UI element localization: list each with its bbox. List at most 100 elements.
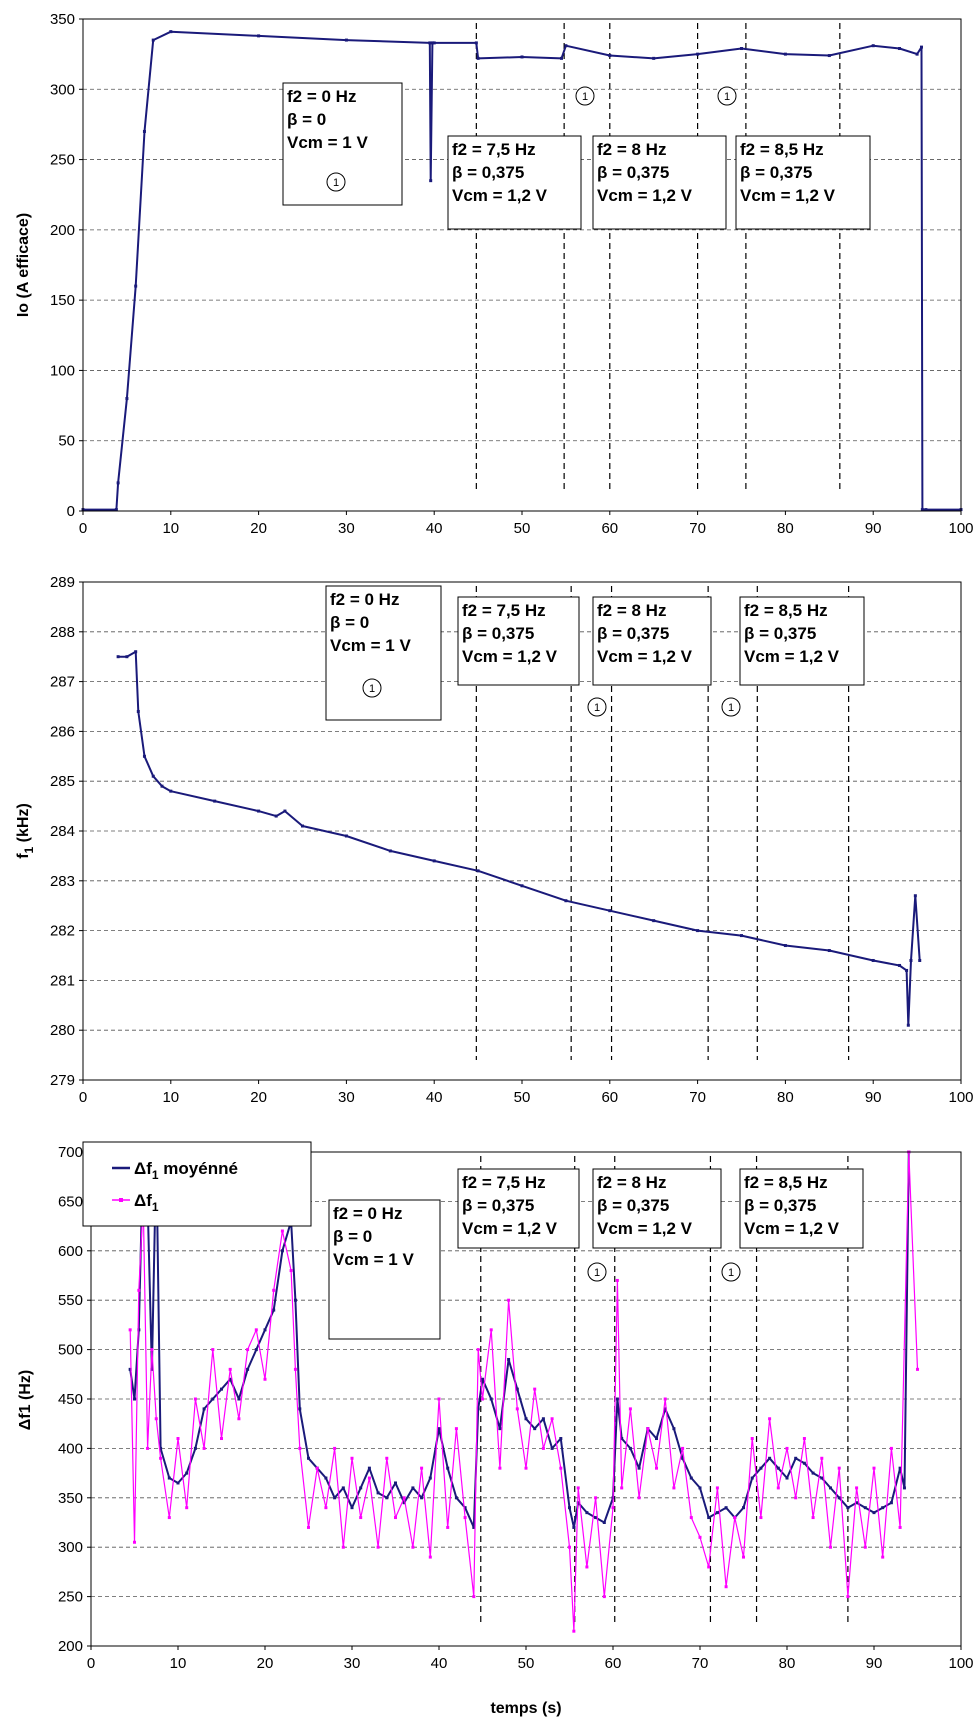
data-point bbox=[169, 30, 172, 33]
data-point bbox=[168, 1516, 171, 1519]
data-point bbox=[542, 1417, 545, 1420]
data-point bbox=[133, 1398, 136, 1401]
data-point bbox=[784, 53, 787, 56]
data-point bbox=[777, 1486, 780, 1489]
data-point bbox=[498, 1467, 501, 1470]
condition-line: β = 0 bbox=[330, 613, 369, 632]
data-point bbox=[820, 1457, 823, 1460]
data-point bbox=[725, 1585, 728, 1588]
data-point bbox=[220, 1388, 223, 1391]
data-point bbox=[564, 44, 567, 47]
condition-line: Vcm = 1 V bbox=[330, 636, 411, 655]
data-point bbox=[638, 1496, 641, 1499]
data-point bbox=[477, 57, 480, 60]
y-tick-label: 284 bbox=[50, 823, 75, 840]
data-point bbox=[716, 1511, 719, 1514]
data-point bbox=[681, 1447, 684, 1450]
condition-line: f2 = 8 Hz bbox=[597, 140, 666, 159]
data-point bbox=[612, 1506, 615, 1509]
data-point bbox=[890, 1447, 893, 1450]
data-point bbox=[125, 397, 128, 400]
marker-label: 1 bbox=[333, 177, 339, 189]
data-point bbox=[246, 1368, 249, 1371]
data-point bbox=[359, 1486, 362, 1489]
data-point bbox=[117, 655, 120, 658]
data-point bbox=[307, 1457, 310, 1460]
condition-line: f2 = 0 Hz bbox=[333, 1204, 402, 1223]
condition-line: f2 = 7,5 Hz bbox=[462, 601, 546, 620]
data-point bbox=[616, 1398, 619, 1401]
data-point bbox=[333, 1496, 336, 1499]
data-point bbox=[525, 1467, 528, 1470]
data-point bbox=[564, 899, 567, 902]
data-point bbox=[664, 1398, 667, 1401]
data-point bbox=[603, 1595, 606, 1598]
condition-box: f2 = 0 Hzβ = 0Vcm = 1 V1 bbox=[326, 586, 441, 720]
data-point bbox=[846, 1595, 849, 1598]
data-point bbox=[429, 179, 432, 182]
data-point bbox=[608, 54, 611, 57]
x-tick-label: 30 bbox=[344, 1655, 361, 1672]
data-point bbox=[521, 55, 524, 58]
data-point bbox=[368, 1477, 371, 1480]
data-point bbox=[464, 1516, 467, 1519]
condition-box: f2 = 8,5 Hz β = 0,375 Vcm = 1,2 V bbox=[740, 597, 864, 685]
data-point bbox=[403, 1496, 406, 1499]
data-point bbox=[351, 1506, 354, 1509]
x-tick-label: 50 bbox=[518, 1655, 535, 1672]
data-point bbox=[152, 775, 155, 778]
data-point bbox=[784, 944, 787, 947]
data-point bbox=[257, 810, 260, 813]
data-point bbox=[516, 1407, 519, 1410]
x-tick-label: 20 bbox=[250, 520, 267, 537]
data-point bbox=[759, 1516, 762, 1519]
data-point bbox=[733, 1516, 736, 1519]
xlabel-df1: temps (s) bbox=[490, 1700, 561, 1717]
data-point bbox=[389, 849, 392, 852]
data-point bbox=[690, 1477, 693, 1480]
data-point bbox=[472, 1595, 475, 1598]
data-point bbox=[150, 1348, 153, 1351]
x-tick-label: 70 bbox=[689, 520, 706, 537]
data-point bbox=[194, 1398, 197, 1401]
y-tick-label: 200 bbox=[50, 222, 75, 239]
marker-label: 1 bbox=[728, 702, 734, 714]
data-point bbox=[152, 39, 155, 42]
data-point bbox=[345, 834, 348, 837]
condition-box: f2 = 0 Hzβ = 0Vcm = 1 V1 bbox=[283, 83, 402, 205]
data-point bbox=[672, 1486, 675, 1489]
ylabel-io: Io (A efficace) bbox=[15, 213, 32, 317]
data-point bbox=[134, 650, 137, 653]
y-tick-label: 200 bbox=[58, 1638, 83, 1655]
marker-label: 1 bbox=[369, 683, 375, 695]
condition-line: β = 0,375 bbox=[744, 1196, 816, 1215]
data-point bbox=[873, 1467, 876, 1470]
data-point bbox=[298, 1407, 301, 1410]
marker-label: 1 bbox=[724, 91, 730, 103]
condition-line: f2 = 8 Hz bbox=[597, 1173, 666, 1192]
x-tick-label: 70 bbox=[689, 1089, 706, 1106]
data-point bbox=[903, 1486, 906, 1489]
data-point bbox=[169, 790, 172, 793]
data-point bbox=[275, 815, 278, 818]
data-point bbox=[707, 1516, 710, 1519]
data-point bbox=[916, 53, 919, 56]
data-point bbox=[794, 1457, 797, 1460]
data-point bbox=[740, 47, 743, 50]
data-point bbox=[768, 1457, 771, 1460]
data-point bbox=[146, 1447, 149, 1450]
data-point bbox=[521, 884, 524, 887]
condition-line: Vcm = 1,2 V bbox=[744, 1219, 840, 1238]
data-point bbox=[481, 1398, 484, 1401]
y-tick-label: 289 bbox=[50, 574, 75, 591]
condition-line: f2 = 8,5 Hz bbox=[744, 1173, 828, 1192]
data-point bbox=[899, 1526, 902, 1529]
data-point bbox=[768, 1417, 771, 1420]
condition-line: Vcm = 1 V bbox=[333, 1250, 414, 1269]
x-tick-label: 10 bbox=[162, 1089, 179, 1106]
data-point bbox=[177, 1437, 180, 1440]
data-point bbox=[603, 1521, 606, 1524]
condition-line: β = 0,375 bbox=[740, 163, 812, 182]
condition-line: β = 0,375 bbox=[597, 163, 669, 182]
data-point bbox=[394, 1481, 397, 1484]
